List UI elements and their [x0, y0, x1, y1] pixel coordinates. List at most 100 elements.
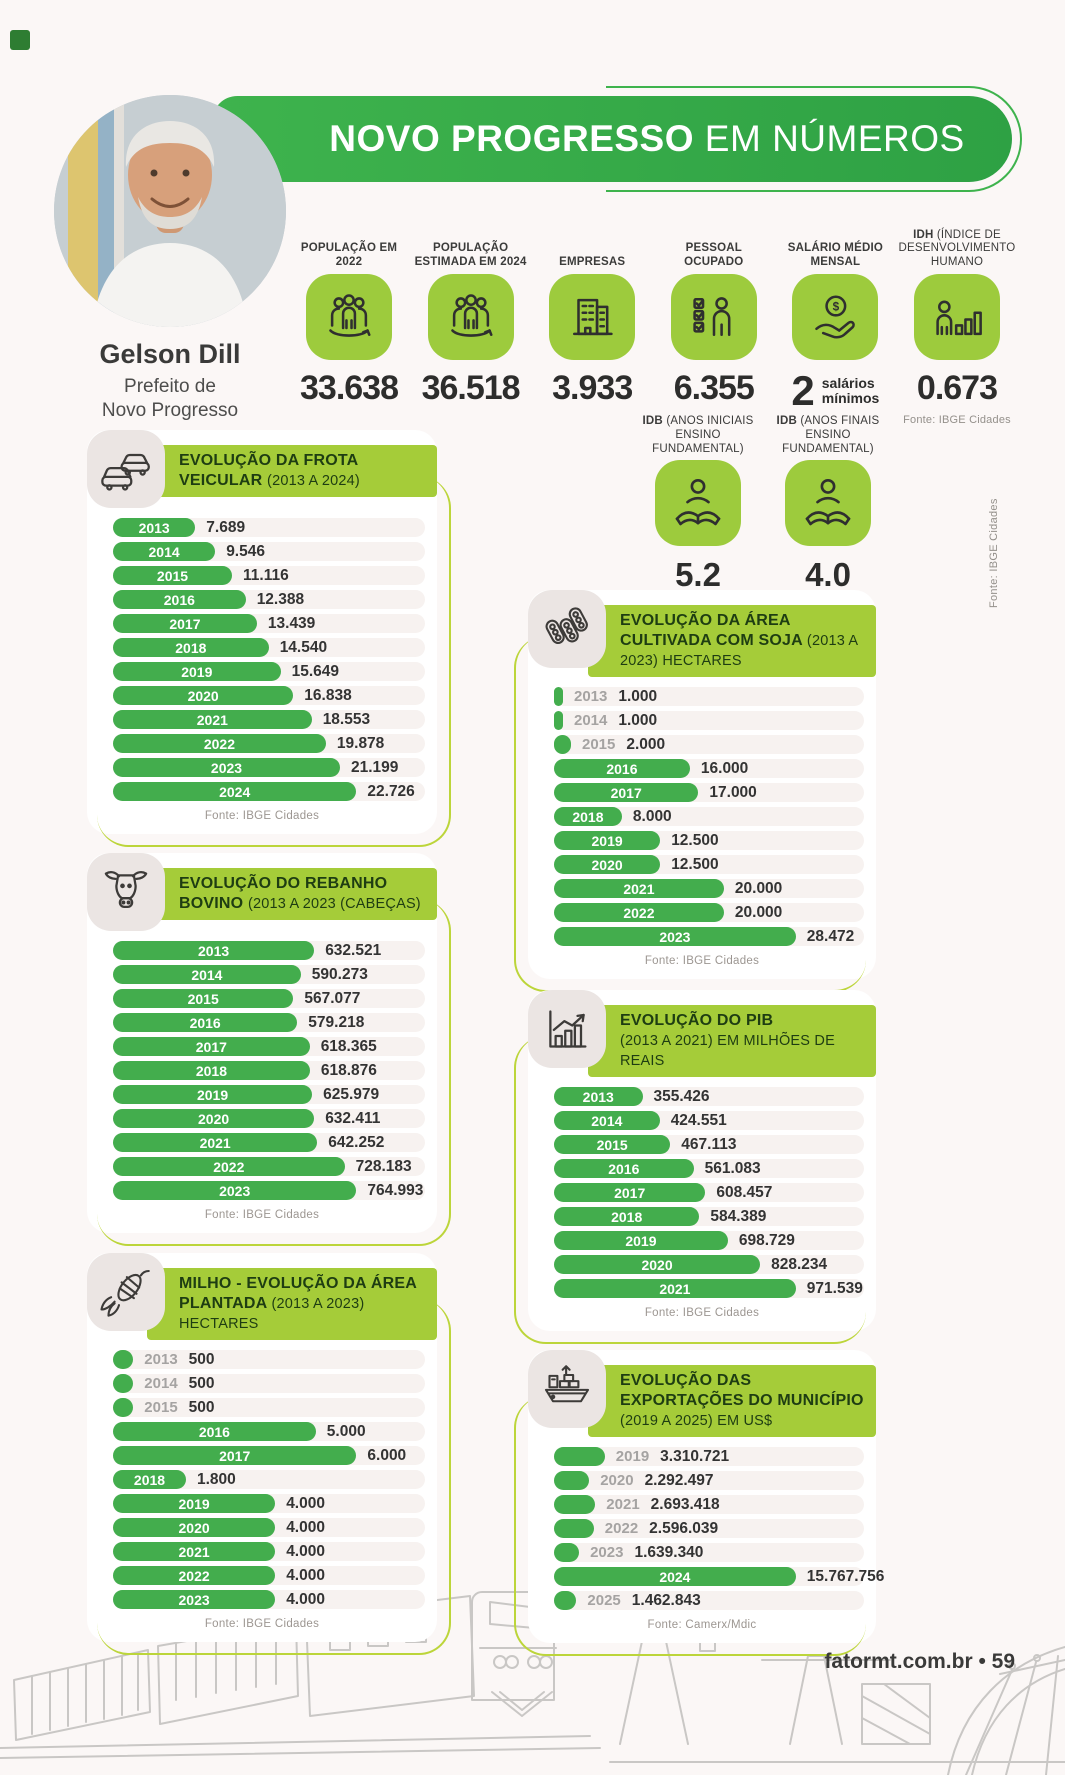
- building-icon: [549, 274, 636, 360]
- chart-title-ribbon: EVOLUÇÃO DO PIB (2013 A 2021) EM MILHÕES …: [588, 1005, 876, 1077]
- bar-value: 4.000: [286, 1590, 325, 1608]
- bar: 2017: [554, 1183, 706, 1202]
- population-estimate-icon: [427, 274, 514, 360]
- bar: 2015: [554, 1135, 671, 1154]
- page-title-banner: NOVO PROGRESSO EM NÚMEROS: [212, 86, 1022, 192]
- bar-value: 11.116: [243, 566, 289, 584]
- bar-value: 28.472: [806, 927, 855, 945]
- bar: 2023: [554, 927, 796, 946]
- bar-value: 632.411: [325, 1109, 381, 1127]
- chart-title: EVOLUÇÃO DAS EXPORTAÇÕES DO MUNICÍPIO: [620, 1372, 864, 1409]
- bar: 2016: [113, 1422, 316, 1441]
- bar-value: 467.113: [681, 1135, 737, 1153]
- page-title-bold: NOVO PROGRESSO: [329, 118, 695, 159]
- bar: 2022: [554, 903, 724, 922]
- bar-value: 12.500: [671, 855, 719, 873]
- bar: 2019: [113, 1085, 313, 1104]
- bar-value: 21.199: [351, 758, 399, 776]
- stat-label: EMPRESAS: [559, 256, 626, 269]
- chart-row: 2015 2.000: [554, 735, 864, 754]
- chart-row: 2017 608.457: [554, 1183, 864, 1202]
- bar-track: [554, 1519, 864, 1538]
- chart-card-milho: MILHO - EVOLUÇÃO DA ÁREA PLANTADA (2013 …: [87, 1253, 451, 1655]
- bar: 2021: [554, 879, 724, 898]
- bar: 2018: [113, 1470, 186, 1489]
- bar: 2024: [554, 1567, 796, 1586]
- bar: 2023: [113, 1590, 276, 1609]
- chart-row: 2013 632.521: [113, 941, 425, 960]
- chart-row: 2016 16.000: [554, 759, 864, 778]
- bar: 2019: [554, 831, 661, 850]
- bar-value: 17.000: [709, 783, 757, 801]
- chart-row: 2018 584.389: [554, 1207, 864, 1226]
- bar-value: 632.521: [325, 941, 382, 959]
- chart-row: 2016 579.218: [113, 1013, 425, 1032]
- bar: 2017: [113, 614, 257, 633]
- bar-value: 828.234: [771, 1255, 828, 1273]
- bar: [113, 1374, 134, 1393]
- chart-row: 2021 971.539: [554, 1279, 864, 1298]
- chart-row: 2019 3.310.721: [554, 1447, 864, 1466]
- bar-value: 698.729: [738, 1231, 795, 1249]
- stat-label: IDB (ANOS FINAIS ENSINO FUNDAMENTAL): [776, 415, 880, 455]
- chart-card-frota-veicular: EVOLUÇÃO DA FROTA VEICULAR (2013 A 2024)…: [87, 430, 451, 847]
- bar: [554, 1495, 596, 1514]
- bar-value: 1.800: [197, 1470, 236, 1488]
- bar: 2022: [113, 734, 326, 753]
- bar-value: 424.551: [670, 1111, 727, 1129]
- bar: 2021: [554, 1279, 796, 1298]
- bar-track: [554, 1471, 864, 1490]
- bar-value: 2.292.497: [644, 1471, 714, 1489]
- bar: [554, 687, 563, 706]
- bar-value: 12.388: [256, 590, 305, 608]
- bar-year: 2020: [600, 1472, 634, 1489]
- bar-value: 355.426: [653, 1087, 710, 1105]
- page-title-light: EM NÚMEROS: [694, 118, 965, 159]
- chart-row: 2020 2.292.497: [554, 1471, 864, 1490]
- stat-idb-iniciais: IDB (ANOS INICIAIS ENSINO FUNDAMENTAL) 5…: [638, 415, 758, 594]
- reader-book-icon: [655, 460, 741, 547]
- vertical-source-note: Fonte: IBGE Cidades: [988, 498, 1000, 608]
- bar: 2018: [113, 638, 269, 657]
- bar: 2015: [113, 989, 294, 1008]
- bar-year: 2021: [606, 1496, 640, 1513]
- bar-value: 618.365: [320, 1037, 377, 1055]
- bar: 2018: [554, 1207, 700, 1226]
- chart-row: 2018 14.540: [113, 638, 425, 657]
- stat-value: 3.933: [552, 369, 633, 407]
- stat-label: POPULAÇÃO EM 2022: [300, 242, 398, 269]
- chart-row: 2018 8.000: [554, 807, 864, 826]
- reader-book-icon: [785, 460, 871, 547]
- bar-year: 2022: [604, 1520, 639, 1537]
- bar-chart: 2019 3.310.721 2020 2.292.497 2021 2.693.418 2…: [528, 1443, 884, 1610]
- page-title: NOVO PROGRESSO EM NÚMEROS: [329, 118, 964, 160]
- chart-row: 2015 467.113: [554, 1135, 864, 1154]
- chart-row: 2021 4.000: [113, 1542, 425, 1561]
- chart-row: 2019 12.500: [554, 831, 864, 850]
- corn-icon: [87, 1253, 165, 1331]
- stat-label: SALÁRIO MÉDIO MENSAL: [787, 242, 883, 269]
- footer-site-page: fatormt.com.br • 59: [824, 1650, 1015, 1673]
- bar: 2014: [554, 1111, 660, 1130]
- bar: [554, 1519, 594, 1538]
- chart-row: 2023 1.639.340: [554, 1543, 864, 1562]
- bar-year: 2014: [144, 1375, 178, 1392]
- stat-value: 4.0: [805, 556, 851, 594]
- bar: 2020: [113, 686, 294, 705]
- chart-row: 2014 590.273: [113, 965, 425, 984]
- bar-value: 567.077: [304, 989, 361, 1007]
- chart-title: EVOLUÇÃO DA FROTA VEICULAR: [179, 452, 358, 489]
- chart-source: Fonte: IBGE Cidades: [204, 1209, 320, 1221]
- chart-header: EVOLUÇÃO DA FROTA VEICULAR (2013 A 2024): [87, 430, 437, 508]
- bar-chart: 2013 500 2014 500 2015 500 2016 5.000 2017 6.000 2…: [87, 1346, 437, 1609]
- bar-year: 2013: [144, 1351, 178, 1368]
- chart-row: 2015 11.116: [113, 566, 425, 585]
- chart-row: 2014 9.546: [113, 542, 425, 561]
- chart-row: 2018 1.800: [113, 1470, 425, 1489]
- chart-row: 2016 5.000: [113, 1422, 425, 1441]
- bar-chart: 2013 1.000 2014 1.000 2015 2.000 2016 16.000 201…: [528, 683, 876, 946]
- bar: [554, 711, 563, 730]
- bar-value: 16.838: [304, 686, 352, 704]
- chart-row: 2023 4.000: [113, 1590, 425, 1609]
